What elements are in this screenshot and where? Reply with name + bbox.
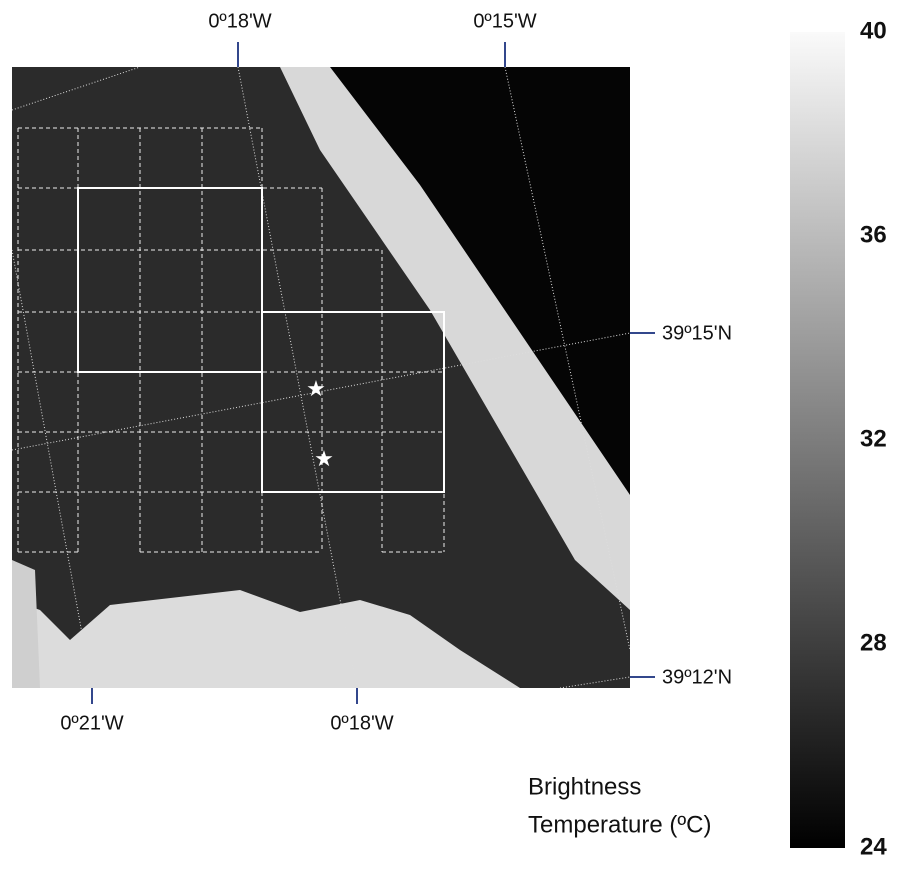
colorbar-tick-label: 28 xyxy=(860,629,887,656)
lat-label: 39º15'N xyxy=(662,322,732,344)
lon-label: 0º18'W xyxy=(330,712,393,734)
page: ★ ★ 0º18'W 0º15'W 39º15'N 39º12'N 0º21'W… xyxy=(0,0,900,865)
colorbar xyxy=(790,32,845,848)
colorbar-title: Brightness xyxy=(528,773,641,800)
svg-text:★: ★ xyxy=(306,376,326,401)
colorbar-title: Temperature (ºC) xyxy=(528,811,711,838)
colorbar-tick-label: 32 xyxy=(860,425,887,452)
colorbar-tick-label: 40 xyxy=(860,17,887,44)
lon-label: 0º21'W xyxy=(60,712,123,734)
lon-label: 0º15'W xyxy=(473,10,536,32)
map-image: ★ ★ xyxy=(12,67,630,688)
lat-label: 39º12'N xyxy=(662,666,732,688)
colorbar-tick-label: 36 xyxy=(860,221,887,248)
svg-text:★: ★ xyxy=(314,446,334,471)
colorbar-tick-label: 24 xyxy=(860,833,887,860)
lon-label: 0º18'W xyxy=(208,10,271,32)
